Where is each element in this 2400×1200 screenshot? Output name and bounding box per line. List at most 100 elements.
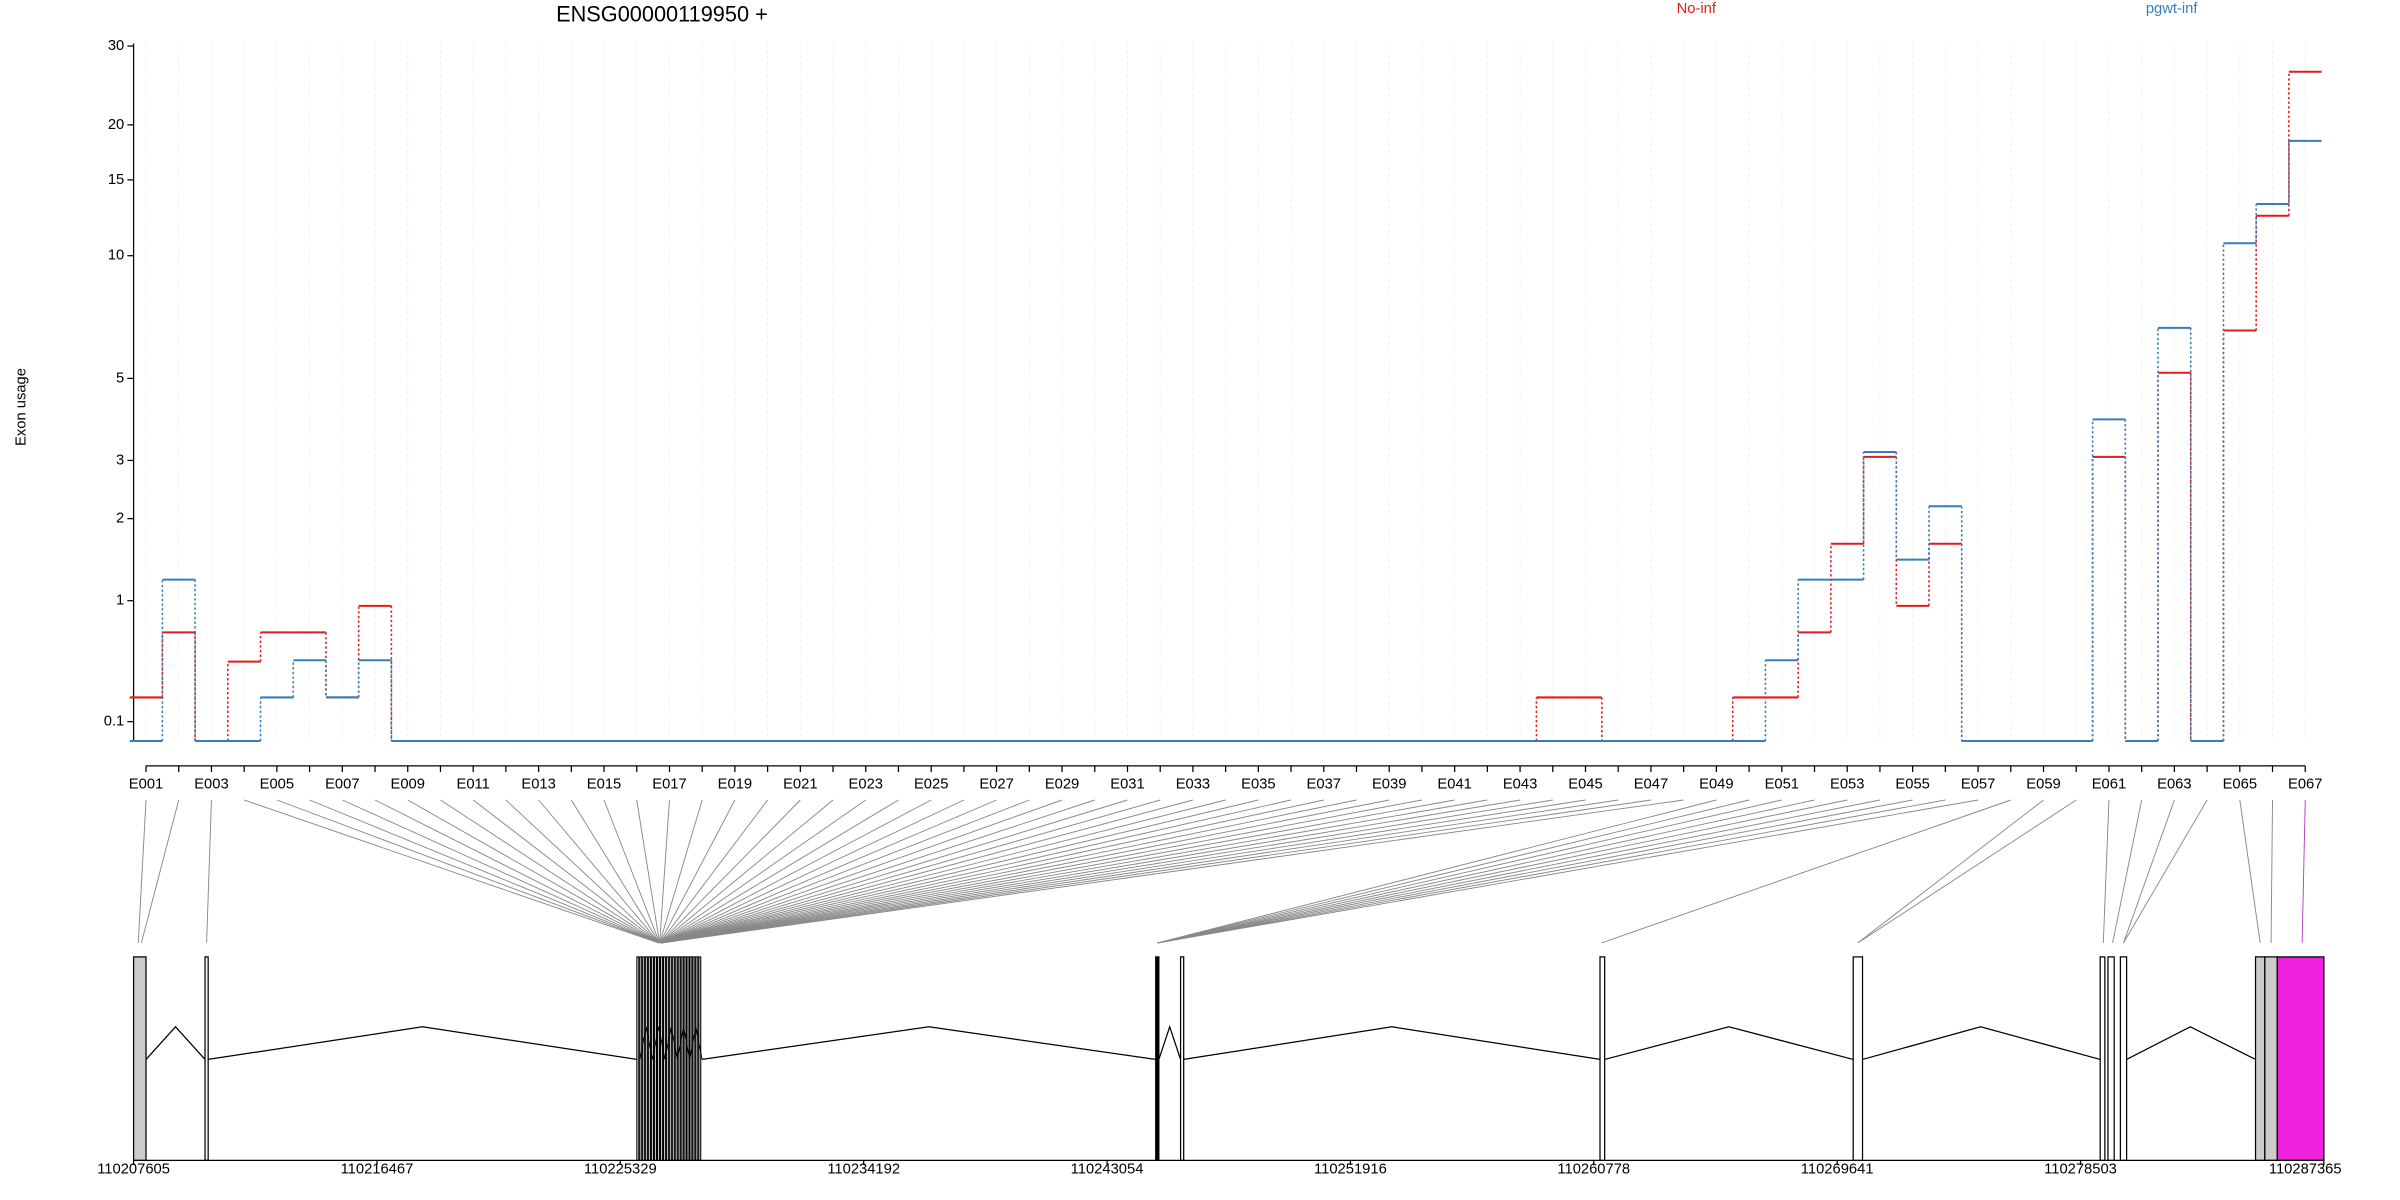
exon-connector bbox=[660, 799, 1063, 944]
exon-connector bbox=[661, 799, 1586, 944]
x2-tick-label: 110287365 bbox=[2269, 1162, 2342, 1178]
x-tick-label: E037 bbox=[1307, 776, 1341, 792]
exon bbox=[2264, 956, 2278, 1162]
exon-cluster bbox=[636, 956, 703, 1161]
exon bbox=[657, 956, 660, 1161]
x-tick-label: E043 bbox=[1503, 776, 1537, 792]
x-tick-label: E023 bbox=[849, 776, 883, 792]
intron bbox=[1604, 1026, 1854, 1061]
x-tick-label: E041 bbox=[1437, 776, 1471, 792]
x2-tick-label: 110234192 bbox=[827, 1162, 900, 1178]
intron bbox=[1862, 1026, 2101, 1061]
exon bbox=[642, 956, 646, 1161]
exon-connector bbox=[660, 799, 1194, 944]
exon-connector bbox=[660, 799, 997, 944]
exon-connector bbox=[659, 799, 736, 944]
exon bbox=[683, 956, 687, 1161]
y-tick-label: 20 bbox=[108, 117, 124, 133]
exon bbox=[668, 956, 672, 1161]
x-tick-label: E029 bbox=[1045, 776, 1079, 792]
x-tick-label: E007 bbox=[325, 776, 359, 792]
exon bbox=[2107, 956, 2115, 1162]
exon-connector bbox=[661, 799, 1357, 944]
exon bbox=[680, 956, 684, 1161]
exon-connector bbox=[660, 799, 1161, 944]
exon-connector bbox=[1157, 799, 1782, 944]
exon-connector bbox=[1157, 799, 1848, 944]
x-tick-label: E003 bbox=[194, 776, 228, 792]
x-tick-label: E045 bbox=[1568, 776, 1602, 792]
x-tick-label: E047 bbox=[1634, 776, 1668, 792]
exon-connector bbox=[2112, 799, 2143, 944]
exon bbox=[636, 956, 640, 1161]
exon-connector bbox=[472, 799, 660, 944]
exon bbox=[1155, 956, 1160, 1162]
exon-connector bbox=[660, 799, 1128, 944]
exon-connector bbox=[660, 799, 1095, 944]
exon bbox=[1599, 956, 1606, 1162]
exon bbox=[2254, 956, 2266, 1162]
x2-tick-label: 110269641 bbox=[1801, 1162, 1874, 1178]
exon-connector bbox=[603, 799, 660, 944]
exon-connector bbox=[659, 799, 899, 944]
exon-connector bbox=[636, 799, 661, 943]
y-axis-label: Exon usage bbox=[14, 368, 30, 446]
x2-tick-label: 110278503 bbox=[2044, 1162, 2117, 1178]
exon bbox=[204, 956, 209, 1162]
exon-connector bbox=[661, 799, 1684, 944]
exon-connector bbox=[244, 799, 659, 944]
x2-tick-label: 110207605 bbox=[97, 1162, 170, 1178]
exon-connector bbox=[538, 799, 660, 944]
exon-highlight bbox=[2276, 956, 2325, 1162]
exon-connector bbox=[660, 799, 932, 944]
x-tick-label: E019 bbox=[718, 776, 752, 792]
exon-connector bbox=[660, 799, 1030, 944]
exon-connector bbox=[374, 799, 660, 944]
exon-connector bbox=[659, 799, 834, 944]
intron bbox=[1158, 1024, 1182, 1060]
exon-connector bbox=[659, 799, 670, 943]
x-tick-label: E021 bbox=[783, 776, 817, 792]
exon-connector bbox=[2123, 799, 2208, 944]
exon-connector bbox=[661, 799, 1324, 944]
exon-connector bbox=[1857, 799, 2044, 944]
y-tick-label: 30 bbox=[108, 38, 124, 54]
x-tick-label: E055 bbox=[1895, 776, 1929, 792]
x-tick-label: E067 bbox=[2288, 776, 2322, 792]
x-tick-label: E031 bbox=[1110, 776, 1144, 792]
legend-entry: No-inf bbox=[1677, 1, 1717, 17]
intron bbox=[145, 1025, 206, 1060]
exon bbox=[648, 956, 652, 1161]
x-tick-label: E009 bbox=[391, 776, 425, 792]
exon bbox=[686, 956, 690, 1161]
exon-connector bbox=[659, 799, 768, 944]
intron bbox=[639, 1026, 703, 1060]
x2-tick-label: 110251916 bbox=[1314, 1162, 1387, 1178]
exon-connector bbox=[137, 799, 147, 943]
exon bbox=[654, 956, 658, 1161]
x2-tick-label: 110243054 bbox=[1071, 1162, 1144, 1178]
exon bbox=[645, 956, 649, 1161]
gene-model bbox=[132, 956, 2325, 1162]
x-tick-label: E001 bbox=[129, 776, 163, 792]
exon-connector bbox=[1157, 799, 1750, 944]
exon-connector bbox=[661, 799, 1651, 944]
x2-tick-label: 110260778 bbox=[1557, 1162, 1630, 1178]
exon-connector bbox=[661, 799, 1390, 944]
exon bbox=[2119, 956, 2128, 1162]
y-tick-label: 10 bbox=[108, 248, 124, 264]
x-tick-label: E059 bbox=[2026, 776, 2060, 792]
exon bbox=[695, 956, 699, 1161]
exon bbox=[2099, 956, 2106, 1162]
y-tick-label: 5 bbox=[116, 370, 124, 386]
y-tick-label: 2 bbox=[116, 511, 124, 527]
exon-connector bbox=[661, 799, 1292, 944]
exon-connector bbox=[407, 799, 660, 944]
intron bbox=[208, 1026, 637, 1061]
exon-connector bbox=[2123, 799, 2175, 944]
x-tick-label: E057 bbox=[1961, 776, 1995, 792]
exon-connector bbox=[276, 799, 659, 944]
exon-connector bbox=[1857, 799, 2077, 944]
exon-connector bbox=[659, 799, 703, 944]
x-tick-label: E027 bbox=[979, 776, 1013, 792]
